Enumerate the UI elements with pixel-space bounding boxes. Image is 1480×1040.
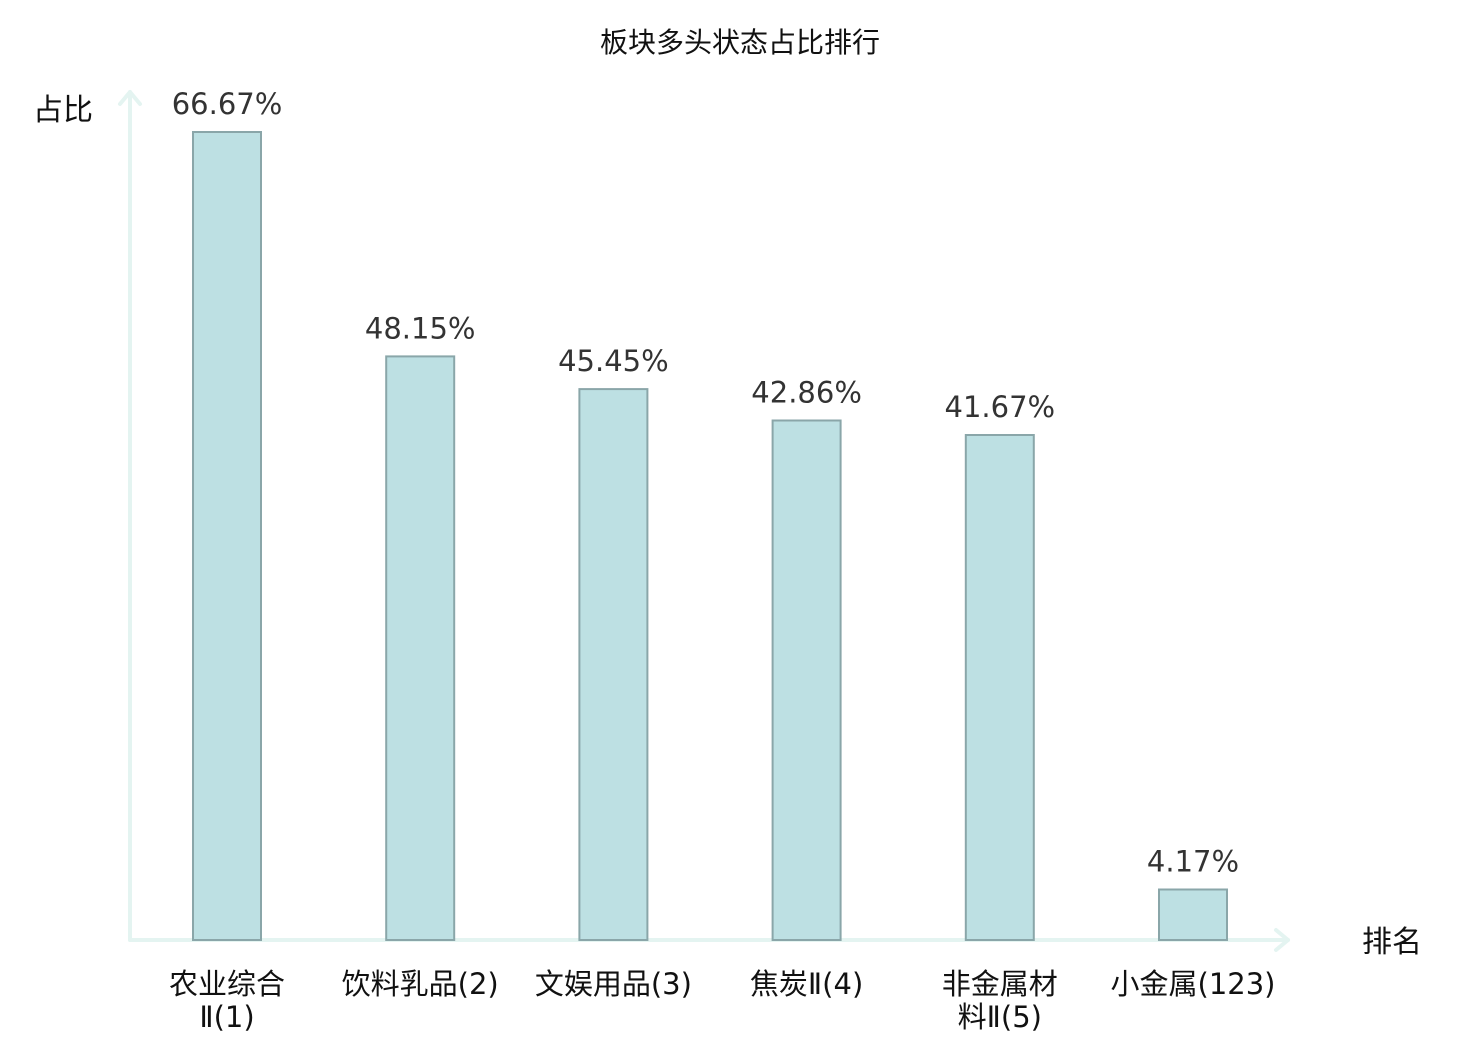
value-label: 4.17% xyxy=(1147,845,1239,879)
y-axis-arrow xyxy=(118,90,142,106)
x-axis-arrow xyxy=(1274,928,1290,952)
bar xyxy=(192,131,262,941)
bar xyxy=(385,355,456,941)
y-axis-label: 占比 xyxy=(33,93,93,128)
x-axis-label: 排名 xyxy=(1362,925,1422,960)
bar xyxy=(578,388,649,942)
bar xyxy=(771,419,842,941)
value-label: 42.86% xyxy=(751,376,862,410)
chart-title: 板块多头状态占比排行 xyxy=(600,26,880,59)
value-label: 48.15% xyxy=(365,311,476,345)
category-label: 文娱用品(3) xyxy=(535,967,692,1001)
category-label: Ⅱ(1) xyxy=(199,1000,254,1034)
value-label: 45.45% xyxy=(558,344,669,378)
category-label: 农业综合 xyxy=(169,967,285,1001)
category-label: 小金属(123) xyxy=(1111,967,1276,1001)
bars xyxy=(192,131,1228,942)
value-labels: 66.67% 48.15% 45.45% 42.86% 41.67% 4.17% xyxy=(172,87,1239,879)
category-label: 焦炭Ⅱ(4) xyxy=(750,967,863,1001)
axes xyxy=(118,90,1290,952)
bar xyxy=(964,434,1035,941)
category-label: 饮料乳品(2) xyxy=(342,967,499,1001)
value-label: 41.67% xyxy=(945,390,1056,424)
category-label: 非金属材 xyxy=(942,967,1058,1001)
category-label: 料Ⅱ(5) xyxy=(958,1000,1042,1034)
value-label: 66.67% xyxy=(172,87,283,121)
bar xyxy=(1158,888,1228,941)
